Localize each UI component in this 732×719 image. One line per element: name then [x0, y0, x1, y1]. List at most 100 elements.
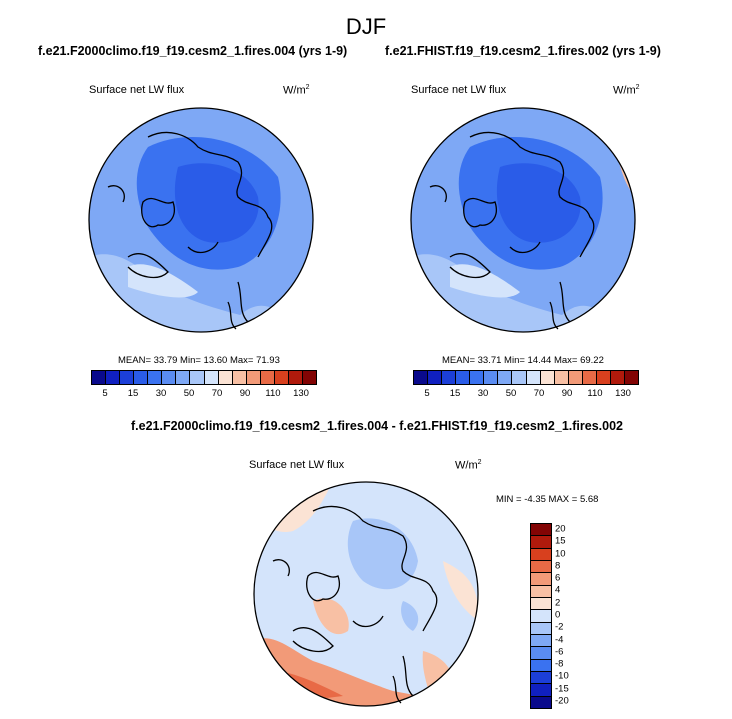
colorbar-swatch	[302, 371, 316, 384]
colorbar-label: -8	[555, 658, 564, 670]
colorbar-label: 70	[533, 388, 545, 399]
colorbar-swatch	[106, 371, 121, 384]
colorbar-label: -4	[555, 634, 564, 646]
colorbar-swatch	[531, 634, 551, 648]
colorbar-swatch	[531, 610, 551, 623]
colorbar-label: 2	[555, 597, 561, 609]
diff-polar-map	[253, 481, 479, 707]
colorbar-swatch	[92, 371, 107, 384]
colorbar-swatch	[624, 371, 638, 384]
colorbar-swatch	[596, 371, 611, 384]
colorbar-swatch	[526, 371, 541, 384]
colorbar-label: 70	[211, 388, 223, 399]
colorbar-swatch	[531, 585, 551, 598]
panel-1-stats: MEAN= 33.79 Min= 13.60 Max= 71.93	[118, 355, 280, 366]
colorbar-label: 4	[555, 584, 561, 596]
colorbar-swatch	[442, 371, 457, 384]
colorbar-swatch	[260, 371, 275, 384]
colorbar-swatch	[120, 371, 135, 384]
colorbar-swatch	[246, 371, 261, 384]
colorbar-swatch	[148, 371, 163, 384]
colorbar-swatch	[531, 536, 551, 549]
colorbar-swatch	[531, 684, 551, 697]
panel-1-units: W/m2	[283, 84, 310, 97]
colorbar-swatch	[190, 371, 205, 384]
colorbar-label: 15	[127, 388, 139, 399]
colorbar-swatch	[274, 371, 289, 384]
colorbar-label: 30	[155, 388, 167, 399]
colorbar-swatch	[531, 671, 551, 685]
colorbar-label: 50	[183, 388, 195, 399]
colorbar-label: -20	[555, 695, 569, 707]
colorbar-swatch	[484, 371, 499, 384]
colorbar-label: 20	[555, 523, 566, 535]
colorbar-label: -6	[555, 646, 564, 658]
colorbar-swatch	[540, 371, 555, 384]
colorbar-swatch	[531, 659, 551, 672]
colorbar-swatch	[498, 371, 513, 384]
colorbar-label: 110	[587, 388, 603, 399]
colorbar-swatch	[512, 371, 527, 384]
diff-colorbar-labels: 20 15 10 8 6 4 2 0 -2 -4 -6 -8 -10 -15 -20	[555, 523, 595, 707]
colorbar-swatch	[531, 548, 551, 561]
colorbar-swatch	[428, 371, 443, 384]
colorbar-swatch	[531, 560, 551, 574]
panel-2-units: W/m2	[613, 84, 640, 97]
colorbar-swatch	[531, 597, 551, 611]
colorbar-swatch	[456, 371, 471, 384]
colorbar-swatch	[582, 371, 597, 384]
colorbar-label: 50	[505, 388, 517, 399]
colorbar-swatch	[531, 622, 551, 635]
colorbar-swatch	[414, 371, 429, 384]
colorbar-swatch	[568, 371, 583, 384]
figure-title: DJF	[345, 14, 387, 39]
colorbar-label: -15	[555, 683, 569, 695]
panel-2-stats: MEAN= 33.71 Min= 14.44 Max= 69.22	[442, 355, 604, 366]
colorbar-swatch	[288, 371, 303, 384]
colorbar-label: 90	[561, 388, 573, 399]
colorbar-label: 10	[555, 548, 566, 560]
panel-2-title: f.e21.FHIST.f19_f19.cesm2_1.fires.002 (y…	[385, 44, 661, 58]
colorbar-swatch	[162, 371, 177, 384]
colorbar-swatch	[204, 371, 219, 384]
colorbar-swatch	[531, 696, 551, 708]
panel-2-colorbar	[413, 370, 639, 385]
diff-variable: Surface net LW flux	[249, 459, 345, 471]
colorbar-label: 15	[449, 388, 461, 399]
panel-2-colorbar-labels: 5 15 30 50 70 90 110 130	[413, 388, 637, 402]
panel-1-polar-map	[88, 107, 314, 333]
colorbar-label: 90	[239, 388, 251, 399]
panel-2-variable: Surface net LW flux	[411, 84, 507, 96]
colorbar-label: 0	[555, 609, 561, 621]
colorbar-swatch	[610, 371, 625, 384]
diff-units: W/m2	[455, 459, 482, 472]
colorbar-swatch	[554, 371, 569, 384]
panel-1-colorbar-labels: 5 15 30 50 70 90 110 130	[91, 388, 315, 402]
colorbar-label: 8	[555, 560, 561, 572]
colorbar-label: 30	[477, 388, 489, 399]
colorbar-label: 15	[555, 535, 566, 547]
colorbar-label: 5	[424, 388, 430, 399]
panel-1-title: f.e21.F2000climo.f19_f19.cesm2_1.fires.0…	[38, 44, 348, 58]
colorbar-swatch	[470, 371, 485, 384]
colorbar-label: 5	[102, 388, 108, 399]
diff-stats: MIN = -4.35 MAX = 5.68	[496, 494, 599, 505]
colorbar-label: 6	[555, 572, 561, 584]
colorbar-swatch	[218, 371, 233, 384]
diff-colorbar	[530, 523, 552, 709]
colorbar-swatch	[232, 371, 247, 384]
colorbar-swatch	[531, 524, 551, 537]
colorbar-swatch	[134, 371, 149, 384]
colorbar-label: -10	[555, 670, 569, 682]
colorbar-label: 130	[293, 388, 309, 399]
diff-title: f.e21.F2000climo.f19_f19.cesm2_1.fires.0…	[131, 419, 623, 433]
colorbar-swatch	[531, 573, 551, 586]
colorbar-label: 110	[265, 388, 281, 399]
colorbar-label: -2	[555, 621, 564, 633]
panel-1-variable: Surface net LW flux	[89, 84, 185, 96]
colorbar-label: 130	[615, 388, 631, 399]
panel-2-polar-map	[410, 107, 636, 333]
colorbar-swatch	[176, 371, 191, 384]
panel-1-colorbar	[91, 370, 317, 385]
colorbar-swatch	[531, 647, 551, 660]
